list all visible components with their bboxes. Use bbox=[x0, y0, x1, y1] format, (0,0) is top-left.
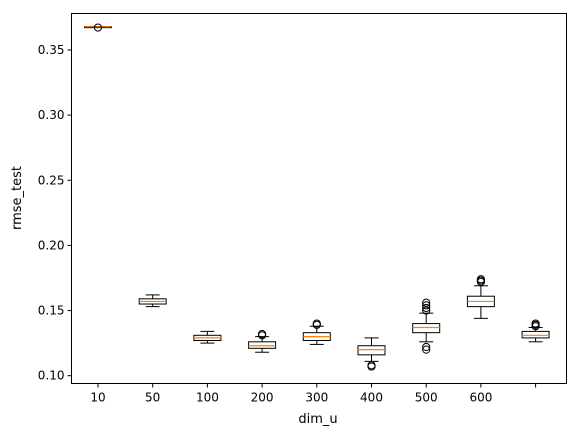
plot-area bbox=[84, 23, 550, 371]
flier-point bbox=[531, 319, 540, 328]
box bbox=[412, 323, 441, 334]
box bbox=[248, 341, 277, 349]
flier-point bbox=[312, 319, 321, 328]
flier-point bbox=[422, 303, 431, 313]
y-tick-label: 0.15 bbox=[38, 304, 65, 318]
y-tick-label: 0.25 bbox=[38, 173, 65, 187]
x-tick-label: 400 bbox=[360, 391, 383, 405]
box-group bbox=[412, 298, 441, 354]
box-group bbox=[84, 23, 112, 32]
flier-point bbox=[422, 306, 431, 315]
flier-point bbox=[422, 342, 431, 352]
box-group bbox=[302, 319, 331, 345]
box-group bbox=[138, 294, 167, 308]
box-group bbox=[193, 330, 222, 344]
flier-point bbox=[93, 23, 103, 32]
flier-point bbox=[258, 329, 267, 339]
x-tick-label: 50 bbox=[145, 391, 160, 405]
x-axis: 10 50 100 200 300 400 500 600 bbox=[90, 383, 537, 405]
x-tick-label: 500 bbox=[415, 391, 438, 405]
box-group bbox=[521, 319, 550, 343]
box bbox=[521, 330, 550, 339]
y-tick-label: 0.35 bbox=[38, 43, 65, 57]
x-tick-label: 100 bbox=[196, 391, 219, 405]
box-group bbox=[357, 337, 386, 371]
box bbox=[357, 345, 386, 356]
box-group bbox=[466, 275, 495, 319]
box-group bbox=[248, 329, 277, 353]
x-tick-label: 300 bbox=[305, 391, 328, 405]
x-tick-label: 600 bbox=[469, 391, 492, 405]
flier-point bbox=[476, 275, 485, 284]
x-axis-label: dim_u bbox=[298, 412, 337, 427]
y-tick-label: 0.30 bbox=[38, 108, 65, 122]
flier-point bbox=[367, 361, 376, 370]
axes-frame bbox=[71, 13, 567, 384]
y-tick-label: 0.10 bbox=[38, 369, 65, 383]
y-axis: 0.10 0.15 0.20 0.25 0.30 0.35 bbox=[38, 43, 72, 383]
y-axis-label: rmse_test bbox=[10, 166, 25, 230]
flier-point bbox=[422, 345, 431, 354]
x-tick-label: 10 bbox=[90, 391, 105, 405]
y-tick-label: 0.20 bbox=[38, 238, 65, 252]
x-tick-label: 200 bbox=[251, 391, 274, 405]
flier-point bbox=[422, 301, 431, 310]
flier-point bbox=[422, 298, 431, 307]
